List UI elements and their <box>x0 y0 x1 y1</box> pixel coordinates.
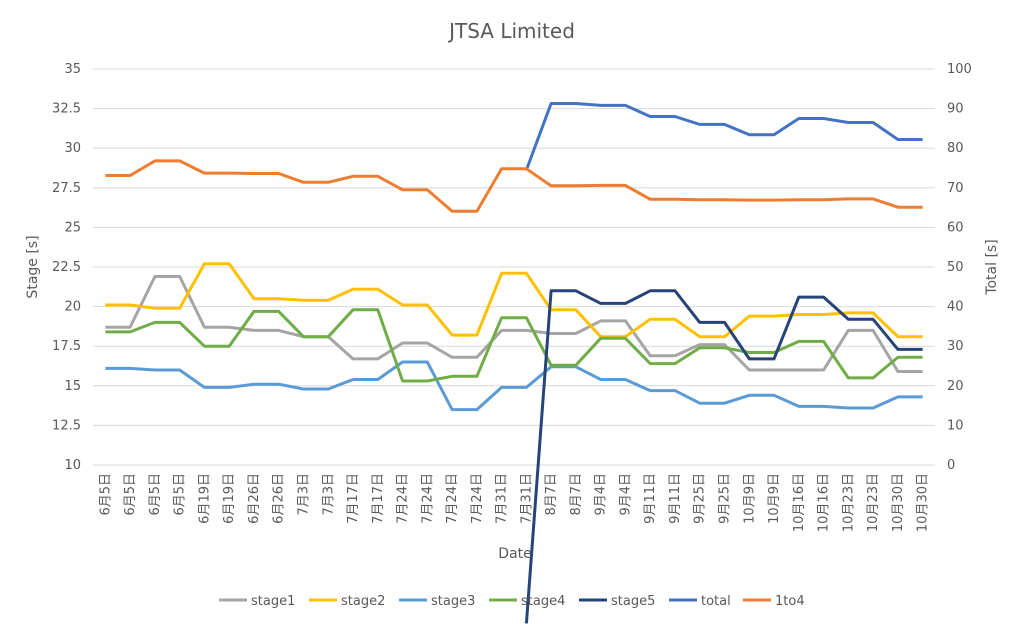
x-tick-label: 10月16日 <box>792 473 807 532</box>
y-left-tick-label: 32.5 <box>52 102 81 117</box>
x-tick-label: 7月24日 <box>445 473 460 524</box>
x-tick-label: 8月7日 <box>544 473 559 516</box>
y-axis-right-label: Total [s] <box>984 239 1000 295</box>
x-axis-ticks: 6月5日 6月5日 6月5日 6月5日 6月19日 6月19日 6月26日 6月26日 7月3日… <box>98 473 930 532</box>
series-line-total <box>524 102 923 171</box>
legend-label-stage4: stage4 <box>521 594 565 609</box>
series-line-stage2 <box>105 262 923 339</box>
x-tick-label: 7月24日 <box>396 473 411 524</box>
legend-label-stage3: stage3 <box>431 594 475 609</box>
x-tick-label: 9月25日 <box>718 473 733 524</box>
legend-label-stage1: stage1 <box>251 594 295 609</box>
y-right-tick-label: 50 <box>947 260 964 275</box>
legend-label-stage5: stage5 <box>611 594 655 609</box>
x-tick-label: 10月30日 <box>891 473 906 532</box>
x-tick-label: 6月5日 <box>98 473 113 516</box>
x-tick-label: 10月23日 <box>866 473 881 532</box>
chart-title: JTSA Limited <box>447 19 575 43</box>
x-tick-label: 10月9日 <box>767 473 782 524</box>
x-tick-label: 9月4日 <box>594 473 609 516</box>
x-tick-label: 6月26日 <box>272 473 287 524</box>
legend: stage1 stage2 stage3 stage4 stage5 total 1to4 <box>219 594 805 609</box>
x-tick-label: 9月11日 <box>643 473 658 524</box>
x-tick-label: 7月24日 <box>420 473 435 524</box>
y-right-tick-label: 60 <box>947 220 964 235</box>
x-tick-label: 10月9日 <box>742 473 757 524</box>
right-axis-ticks: 0 10 20 30 40 50 60 70 80 90 100 <box>947 62 972 473</box>
x-tick-label: 9月25日 <box>693 473 708 524</box>
series-line-stage5 <box>524 289 923 624</box>
y-left-tick-label: 17.5 <box>52 339 81 354</box>
y-right-tick-label: 10 <box>947 418 964 433</box>
y-left-tick-label: 20 <box>64 300 81 315</box>
y-left-tick-label: 12.5 <box>52 418 81 433</box>
x-tick-label: 6月26日 <box>247 473 262 524</box>
series-lines <box>105 102 923 624</box>
y-right-tick-label: 20 <box>947 379 964 394</box>
x-tick-label: 6月19日 <box>197 473 212 524</box>
y-left-tick-label: 35 <box>64 62 81 77</box>
legend-label-total: total <box>701 594 731 609</box>
x-tick-label: 7月3日 <box>321 473 336 516</box>
y-right-tick-label: 40 <box>947 300 964 315</box>
left-axis-ticks: 10 12.5 15 17.5 20 22.5 25 27.5 30 32.5 35 <box>52 62 81 473</box>
x-tick-label: 6月19日 <box>222 473 237 524</box>
x-tick-label: 10月23日 <box>841 473 856 532</box>
x-tick-label: 7月31日 <box>495 473 510 524</box>
y-left-tick-label: 27.5 <box>52 181 81 196</box>
x-tick-label: 9月11日 <box>668 473 683 524</box>
series-line-stage3 <box>105 360 923 412</box>
x-tick-label: 7月17日 <box>371 473 386 524</box>
series-line-stage4 <box>105 308 923 383</box>
x-tick-label: 7月31日 <box>519 473 534 524</box>
y-left-tick-label: 25 <box>64 220 81 235</box>
y-right-tick-label: 70 <box>947 181 964 196</box>
y-right-tick-label: 0 <box>947 458 955 473</box>
y-axis-left-label: Stage [s] <box>25 235 41 298</box>
x-tick-label: 10月30日 <box>916 473 931 532</box>
legend-label-1to4: 1to4 <box>775 594 805 609</box>
legend-label-stage2: stage2 <box>341 594 385 609</box>
y-left-tick-label: 22.5 <box>52 260 81 275</box>
x-tick-label: 7月24日 <box>470 473 485 524</box>
series-line-1to4 <box>105 159 923 213</box>
x-tick-label: 8月7日 <box>569 473 584 516</box>
y-left-tick-label: 15 <box>64 379 81 394</box>
x-tick-label: 7月17日 <box>346 473 361 524</box>
x-tick-label: 10月16日 <box>817 473 832 532</box>
x-tick-label: 6月5日 <box>123 473 138 516</box>
y-left-tick-label: 10 <box>64 458 81 473</box>
y-right-tick-label: 90 <box>947 102 964 117</box>
x-tick-label: 6月5日 <box>148 473 163 516</box>
x-tick-label: 7月3日 <box>297 473 312 516</box>
x-axis-label: Date <box>498 546 531 562</box>
y-right-tick-label: 100 <box>947 62 972 77</box>
y-right-tick-label: 80 <box>947 141 964 156</box>
x-tick-label: 9月4日 <box>618 473 633 516</box>
y-right-tick-label: 30 <box>947 339 964 354</box>
y-left-tick-label: 30 <box>64 141 81 156</box>
series-line-stage1 <box>105 275 923 373</box>
x-tick-label: 6月5日 <box>173 473 188 516</box>
